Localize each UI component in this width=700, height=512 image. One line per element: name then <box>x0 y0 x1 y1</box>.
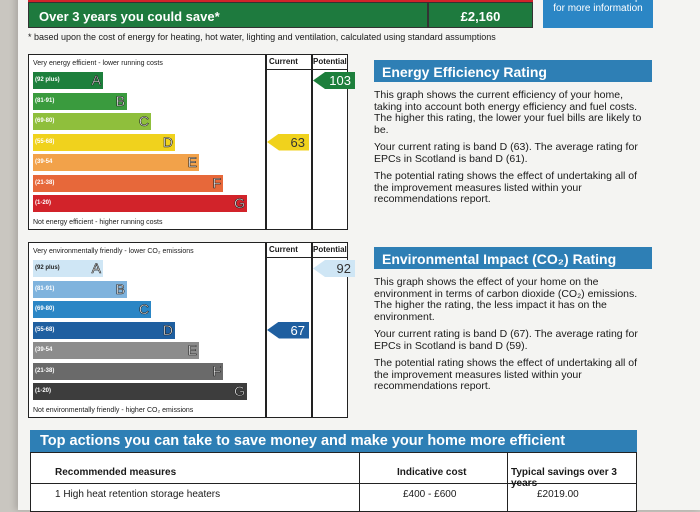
band-letter: D <box>162 321 174 338</box>
band-letter: C <box>138 301 150 318</box>
ee-paragraph-2: Your current rating is band D (63). The … <box>374 141 638 165</box>
rating-band-c: (69-80) C <box>33 301 151 318</box>
recommended-measures-table: Recommended measures Indicative cost Typ… <box>30 452 637 512</box>
current-column-header: Current <box>269 57 298 66</box>
table-row-saving: £2019.00 <box>537 489 579 500</box>
band-letter: E <box>187 342 197 359</box>
ei-paragraph-3: The potential rating shows the effect of… <box>374 357 638 392</box>
band-range: (21-38) <box>35 179 55 186</box>
chart-top-note: Very environmentally friendly - lower CO… <box>33 248 194 255</box>
rating-band-a: (92 plus) A <box>33 260 103 277</box>
band-range: (21-38) <box>35 367 55 374</box>
ee-paragraph-1: This graph shows the current efficiency … <box>374 89 642 136</box>
rating-band-a: (92 plus) A <box>33 72 103 89</box>
band-letter: G <box>234 195 245 212</box>
red-strip <box>28 0 533 2</box>
band-letter: D <box>162 133 174 150</box>
ee-paragraph-3: The potential rating shows the effect of… <box>374 170 638 205</box>
band-range: (1-20) <box>35 388 52 394</box>
footnote: * based upon the cost of energy for heat… <box>28 32 496 42</box>
band-letter: C <box>138 113 150 130</box>
table-divider <box>507 453 508 511</box>
column-divider <box>265 55 267 229</box>
chart-bottom-note: Not energy efficient - higher running co… <box>33 219 163 226</box>
band-range: (55-68) <box>35 326 55 333</box>
ei-paragraph-1: This graph shows the effect of your home… <box>374 276 638 323</box>
band-range: (39-54 <box>35 159 53 165</box>
rating-band-g: (1-20) G <box>33 195 247 212</box>
current-rating-arrow: 67 <box>267 321 309 339</box>
savings-value: £2,160 <box>428 2 533 28</box>
rating-band-b: (81-91) B <box>33 280 127 298</box>
environmental-impact-title: Environmental Impact (CO₂) Rating <box>374 247 652 269</box>
header-divider <box>265 69 347 70</box>
band-letter: A <box>91 260 101 277</box>
band-letter: B <box>115 280 125 297</box>
potential-column-header: Potential <box>313 245 347 254</box>
band-letter: E <box>187 154 197 171</box>
potential-rating-arrow: 92 <box>313 260 355 277</box>
band-range: (39-54 <box>35 347 53 353</box>
band-range: (1-20) <box>35 200 52 206</box>
column-divider <box>311 243 313 417</box>
chart-bottom-note: Not environmentally friendly - higher CO… <box>33 407 194 414</box>
ei-paragraph-2: Your current rating is band D (67). The … <box>374 328 638 352</box>
rating-band-d: (55-68) D <box>33 133 175 151</box>
environmental-impact-text: This graph shows the effect of your home… <box>374 276 644 399</box>
energy-efficiency-chart: Very energy efficient - lower running co… <box>28 54 355 230</box>
top-actions-title: Top actions you can take to save money a… <box>30 430 637 452</box>
savings-text: Over 3 years you could save* <box>28 2 428 28</box>
rating-band-b: (81-91) B <box>33 92 127 110</box>
rating-band-c: (69-80) C <box>33 113 151 130</box>
header-divider <box>265 257 347 258</box>
table-row-measure: 1 High heat retention storage heaters <box>55 489 221 500</box>
rating-band-e: (39-54 E <box>33 154 199 171</box>
epc-sheet: Over 3 years you could save* £2,160 reco… <box>18 0 700 512</box>
savings-header: Typical savings over 3 years <box>511 467 617 489</box>
potential-column-header: Potential <box>313 57 347 66</box>
table-divider <box>359 453 360 511</box>
recommendations-note: recommendations report for more informat… <box>543 0 653 28</box>
rating-band-f: (21-38) F <box>33 174 223 192</box>
band-range: (55-68) <box>35 138 55 145</box>
band-letter: F <box>212 362 221 379</box>
band-letter: A <box>91 72 101 89</box>
cost-header: Indicative cost <box>397 467 467 478</box>
band-letter: F <box>212 174 221 191</box>
energy-efficiency-title: Energy Efficiency Rating <box>374 60 652 82</box>
band-letter: G <box>234 383 245 400</box>
band-range: (81-91) <box>35 97 55 104</box>
column-divider <box>265 243 267 417</box>
band-range: (69-80) <box>35 118 55 124</box>
energy-efficiency-text: This graph shows the current efficiency … <box>374 89 644 212</box>
band-range: (69-80) <box>35 306 55 312</box>
band-range: (81-91) <box>35 285 55 292</box>
band-range: (92 plus) <box>35 265 60 271</box>
rating-band-e: (39-54 E <box>33 342 199 359</box>
current-rating-arrow: 63 <box>267 133 309 151</box>
chart-top-note: Very energy efficient - lower running co… <box>33 60 163 67</box>
rating-band-g: (1-20) G <box>33 383 247 400</box>
rating-band-d: (55-68) D <box>33 321 175 339</box>
measures-header: Recommended measures <box>55 467 177 478</box>
table-divider <box>31 483 636 484</box>
rating-band-f: (21-38) F <box>33 362 223 380</box>
potential-rating-arrow: 103 <box>313 72 355 89</box>
current-column-header: Current <box>269 245 298 254</box>
environmental-impact-chart: Very environmentally friendly - lower CO… <box>28 242 355 418</box>
column-divider <box>311 55 313 229</box>
band-range: (92 plus) <box>35 77 60 83</box>
table-row-cost: £400 - £600 <box>403 489 457 500</box>
band-letter: B <box>115 92 125 109</box>
